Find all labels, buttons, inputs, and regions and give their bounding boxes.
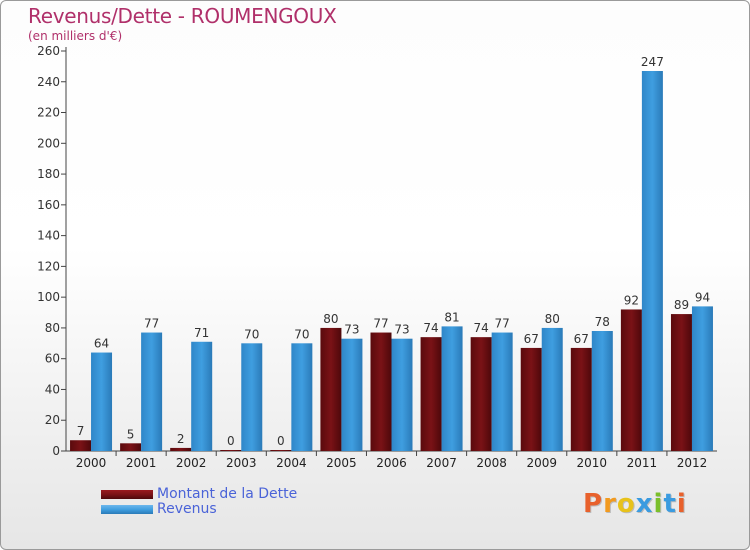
x-tick-label: 2012: [677, 456, 708, 470]
legend-label-dette: Montant de la Dette: [157, 486, 298, 502]
bar-dette: [670, 314, 692, 451]
bar-revenus: [191, 341, 213, 451]
bar-dette: [470, 337, 492, 451]
bar-dette: [170, 447, 192, 451]
y-tick-label: 40: [45, 382, 60, 396]
data-label-revenus: 78: [595, 315, 610, 329]
x-tick-label: 2008: [476, 456, 507, 470]
bar-dette: [420, 337, 442, 451]
data-label-revenus: 73: [394, 323, 409, 337]
x-tick-label: 2010: [577, 456, 608, 470]
bar-dette: [520, 347, 542, 451]
y-tick-label: 100: [37, 290, 60, 304]
logo-letter: x: [635, 489, 654, 519]
data-label-dette: 0: [227, 434, 235, 448]
logo-letter: r: [603, 489, 617, 519]
data-label-revenus: 247: [641, 55, 664, 69]
data-label-dette: 74: [423, 321, 438, 335]
bar-revenus: [441, 326, 463, 451]
data-label-dette: 67: [524, 332, 539, 346]
legend-swatch-revenus: [101, 505, 153, 514]
y-tick-label: 20: [45, 413, 60, 427]
data-label-revenus: 94: [695, 290, 710, 304]
y-tick-label: 140: [37, 229, 60, 243]
y-tick-label: 80: [45, 321, 60, 335]
chart-title: Revenus/Dette - ROUMENGOUX: [28, 4, 337, 28]
bar-dette: [270, 450, 292, 451]
bar-revenus: [141, 332, 163, 451]
legend-label-revenus: Revenus: [157, 501, 217, 517]
data-label-dette: 67: [574, 332, 589, 346]
data-label-dette: 92: [624, 293, 639, 307]
bar-revenus: [341, 338, 363, 451]
bar-dette: [570, 347, 592, 451]
y-tick-label: 180: [37, 167, 60, 181]
bar-revenus: [391, 338, 413, 451]
bar-dette: [120, 443, 142, 451]
y-tick-label: 160: [37, 198, 60, 212]
y-tick-label: 240: [37, 75, 60, 89]
x-tick-label: 2007: [426, 456, 457, 470]
x-tick-label: 2000: [76, 456, 107, 470]
legend-item-revenus: Revenus: [101, 502, 297, 517]
bar-revenus: [91, 352, 113, 451]
chart-subtitle: (en milliers d'€): [28, 29, 123, 43]
data-label-dette: 2: [177, 432, 185, 446]
logo-letter: P: [583, 489, 604, 519]
data-label-revenus: 70: [294, 327, 309, 341]
data-label-revenus: 71: [194, 326, 209, 340]
data-label-revenus: 70: [244, 327, 259, 341]
data-label-revenus: 77: [495, 317, 510, 331]
x-tick-label: 2005: [326, 456, 357, 470]
bar-revenus: [541, 327, 563, 451]
x-tick-label: 2004: [276, 456, 307, 470]
data-label-revenus: 77: [144, 317, 159, 331]
logo-letter: i: [676, 489, 687, 519]
data-label-dette: 77: [373, 317, 388, 331]
bar-dette: [320, 327, 342, 451]
logo-letter: o: [616, 489, 636, 519]
x-tick-label: 2001: [126, 456, 157, 470]
bar-dette: [220, 450, 242, 451]
y-tick-label: 0: [52, 444, 60, 458]
bar-revenus: [291, 343, 313, 451]
data-label-revenus: 64: [94, 337, 109, 351]
y-tick-label: 60: [45, 352, 60, 366]
data-label-dette: 89: [674, 298, 689, 312]
data-label-dette: 5: [127, 427, 135, 441]
bar-dette: [70, 440, 92, 451]
bar-revenus: [641, 71, 663, 451]
x-tick-label: 2006: [376, 456, 407, 470]
bar-revenus: [241, 343, 263, 451]
legend-swatch-dette: [101, 490, 153, 499]
legend: Montant de la Dette Revenus: [101, 487, 297, 517]
bar-revenus: [591, 331, 613, 451]
bar-dette: [370, 332, 392, 451]
data-label-revenus: 80: [545, 312, 560, 326]
data-label-dette: 0: [277, 434, 285, 448]
data-label-dette: 80: [323, 312, 338, 326]
data-label-dette: 74: [474, 321, 489, 335]
legend-item-dette: Montant de la Dette: [101, 487, 297, 502]
x-tick-label: 2003: [226, 456, 257, 470]
bar-revenus: [491, 332, 513, 451]
bar-dette: [620, 309, 642, 451]
bar-revenus: [691, 306, 713, 451]
y-tick-label: 220: [37, 106, 60, 120]
y-tick-label: 260: [37, 44, 60, 58]
data-label-dette: 7: [77, 424, 85, 438]
x-tick-label: 2002: [176, 456, 207, 470]
x-tick-label: 2011: [627, 456, 658, 470]
logo-letter: t: [663, 489, 677, 519]
data-label-revenus: 81: [444, 310, 459, 324]
data-label-revenus: 73: [344, 323, 359, 337]
y-tick-label: 200: [37, 136, 60, 150]
logo-letter: i: [653, 489, 664, 519]
proxiti-logo: Proxiti: [583, 489, 687, 519]
x-tick-label: 2009: [526, 456, 557, 470]
y-tick-label: 120: [37, 259, 60, 273]
